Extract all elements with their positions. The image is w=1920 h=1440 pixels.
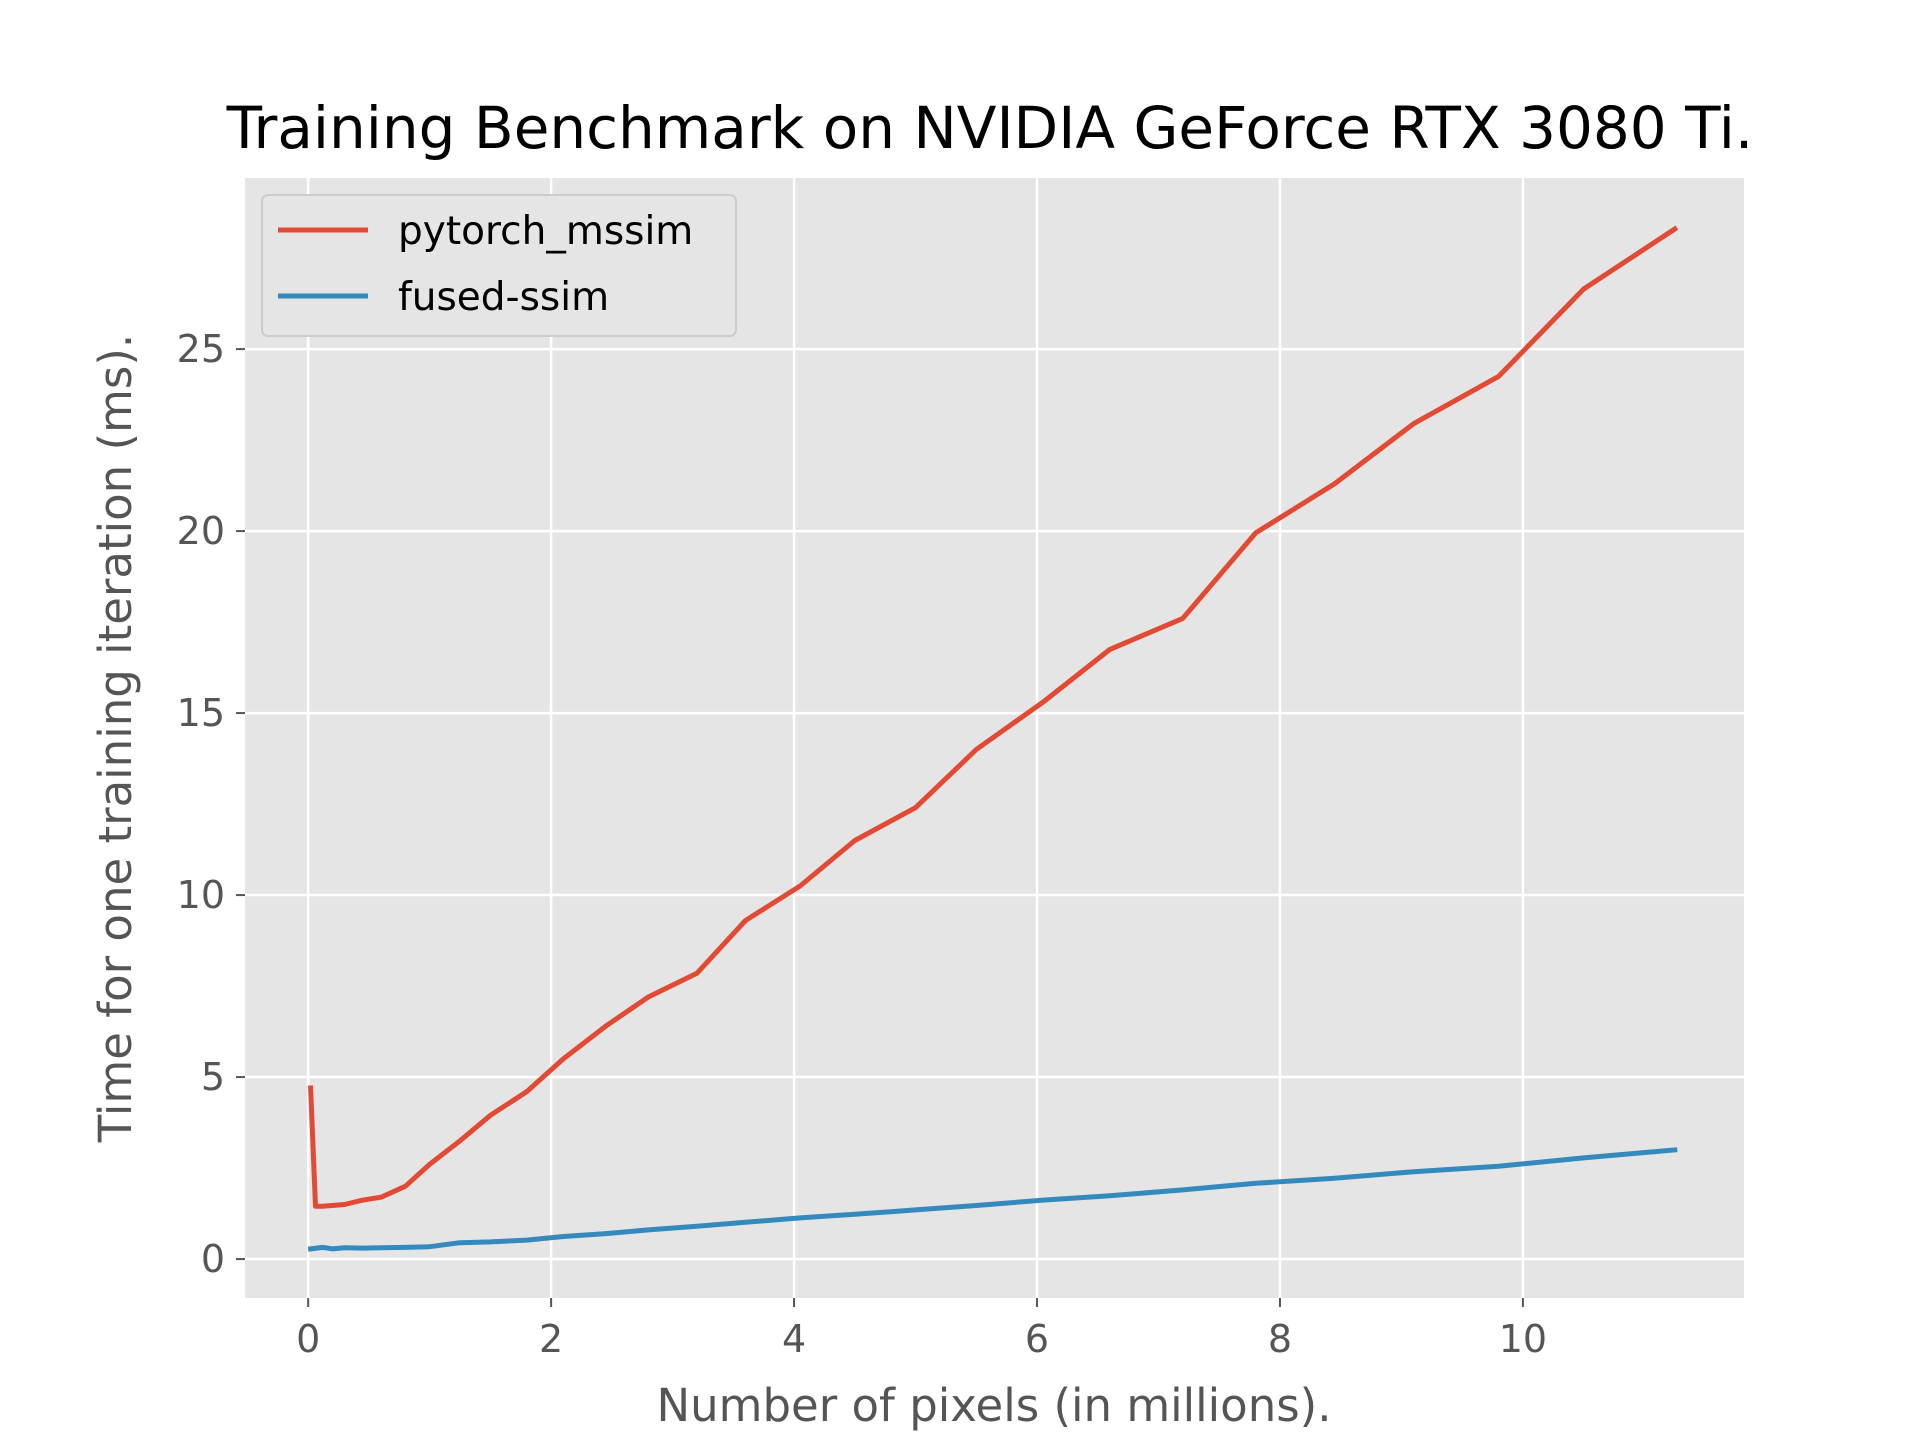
legend-box bbox=[261, 194, 737, 337]
y-tick-label: 5 bbox=[201, 1055, 225, 1099]
y-tick-label: 15 bbox=[177, 691, 225, 735]
legend: pytorch_mssim fused-ssim bbox=[261, 194, 737, 337]
axis-ticks: 0 2 4 6 8 10 0 5 10 15 20 25 bbox=[177, 327, 1547, 1361]
grid-lines bbox=[245, 178, 1744, 1298]
legend-label-fused-ssim: fused-ssim bbox=[398, 275, 609, 320]
chart-title: Training Benchmark on NVIDIA GeForce RTX… bbox=[226, 94, 1754, 162]
y-axis-label: Time for one training iteration (ms). bbox=[89, 334, 142, 1143]
y-tick-label: 0 bbox=[201, 1237, 225, 1281]
x-tick-label: 2 bbox=[539, 1317, 563, 1361]
series-line-fused-ssim bbox=[307, 1147, 1678, 1252]
y-tick-label: 20 bbox=[177, 509, 225, 553]
x-tick-label: 10 bbox=[1499, 1317, 1547, 1361]
x-tick-label: 8 bbox=[1268, 1317, 1292, 1361]
y-tick-label: 25 bbox=[177, 327, 225, 371]
x-tick-label: 4 bbox=[782, 1317, 806, 1361]
legend-label-pytorch-mssim: pytorch_mssim bbox=[398, 209, 693, 254]
series-line-pytorch-mssim bbox=[307, 225, 1679, 1209]
x-tick-label: 6 bbox=[1025, 1317, 1049, 1361]
series-lines bbox=[307, 225, 1679, 1252]
y-tick-label: 10 bbox=[177, 873, 225, 917]
x-tick-label: 0 bbox=[296, 1317, 320, 1361]
x-axis-label: Number of pixels (in millions). bbox=[656, 1379, 1331, 1432]
